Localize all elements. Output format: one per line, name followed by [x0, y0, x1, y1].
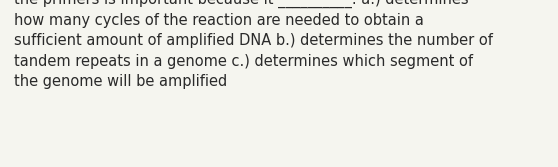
Text: In the polymerase chain reaction (PCR), the sequence of bases in
the primers is : In the polymerase chain reaction (PCR), …	[14, 0, 494, 89]
